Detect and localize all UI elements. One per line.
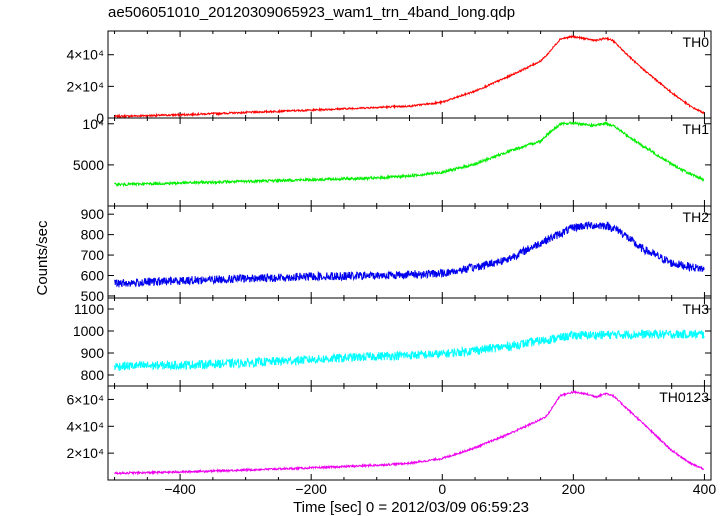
chart-title: ae506051010_20120309065923_wam1_trn_4ban… bbox=[108, 4, 515, 21]
panel-frame bbox=[107, 385, 712, 481]
y-tick-label: 900 bbox=[81, 206, 105, 222]
y-tick-label: 600 bbox=[81, 268, 105, 284]
y-tick-label: 4×10⁴ bbox=[66, 47, 104, 63]
y-tick-label: 2×10⁴ bbox=[66, 78, 104, 94]
x-axis-ticks: −400 −200 0 200 400 bbox=[164, 481, 716, 497]
y-tick-label: 2×10⁴ bbox=[66, 445, 104, 461]
panel-frame bbox=[107, 297, 712, 387]
y-tick-label: 900 bbox=[81, 345, 105, 361]
panel-th0123: 2×10⁴ 4×10⁴ 6×10⁴ TH0123 bbox=[66, 385, 712, 481]
panels: 0 2×10⁴ 4×10⁴ TH0 5000 10⁴ TH1 500 600 700 800 900 T… bbox=[66, 30, 712, 481]
panel-label: TH3 bbox=[683, 301, 710, 317]
x-tick-label: −400 bbox=[164, 481, 196, 497]
y-tick-label: 1000 bbox=[73, 323, 104, 339]
panel-label: TH1 bbox=[683, 121, 710, 137]
x-axis-label: Time [sec] 0 = 2012/03/09 06:59:23 bbox=[293, 499, 529, 516]
y-tick-label: 1100 bbox=[74, 301, 104, 317]
x-tick-label: 400 bbox=[693, 481, 717, 497]
series-th0123 bbox=[114, 390, 705, 476]
panel-label: TH2 bbox=[683, 209, 710, 225]
series-th0 bbox=[114, 34, 705, 120]
y-axis-label: Counts/sec bbox=[34, 220, 51, 296]
y-tick-label: 0 bbox=[96, 110, 104, 126]
series-th2 bbox=[114, 221, 705, 288]
y-tick-label: 4×10⁴ bbox=[66, 418, 104, 434]
panel-th0: 0 2×10⁴ 4×10⁴ TH0 bbox=[66, 30, 712, 126]
panel-th2: 500 600 700 800 900 TH2 bbox=[81, 205, 712, 304]
y-tick-label: 6×10⁴ bbox=[66, 391, 104, 407]
series-th1 bbox=[114, 121, 705, 188]
panel-frame bbox=[107, 117, 712, 207]
y-tick-label: 500 bbox=[81, 288, 105, 304]
y-tick-label: 800 bbox=[81, 367, 105, 383]
y-tick-label: 10⁴ bbox=[82, 116, 104, 132]
y-tick-label: 5000 bbox=[73, 157, 104, 173]
panel-label: TH0 bbox=[683, 34, 710, 50]
x-tick-label: 200 bbox=[562, 481, 586, 497]
panel-th1: 5000 10⁴ TH1 bbox=[73, 116, 712, 207]
y-tick-label: 700 bbox=[81, 247, 105, 263]
panel-label: TH0123 bbox=[659, 389, 709, 405]
x-tick-label: 0 bbox=[438, 481, 446, 497]
x-tick-label: −200 bbox=[295, 481, 327, 497]
series-th3 bbox=[114, 328, 705, 372]
y-tick-label: 800 bbox=[81, 227, 105, 243]
panel-th3: 800 900 1000 1100 TH3 bbox=[73, 297, 712, 387]
panel-frame bbox=[107, 30, 712, 119]
